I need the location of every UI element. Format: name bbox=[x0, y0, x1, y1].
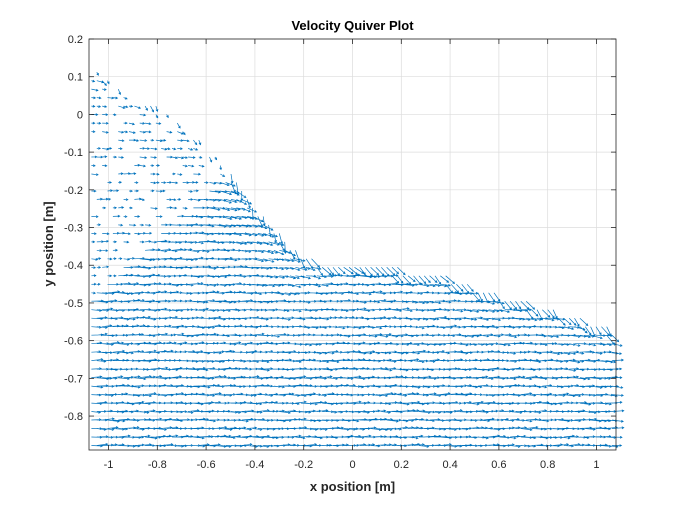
axis-ticks: -1 -0.8 -0.6 -0.4 -0.2 0 0.2 0.4 0.6 0.8 1 0.2 0.1 0 -… bbox=[64, 34, 616, 471]
y-tick-label: -0.6 bbox=[64, 336, 83, 348]
x-tick-label: 0 bbox=[349, 459, 355, 471]
chart-title: Velocity Quiver Plot bbox=[291, 18, 414, 33]
x-tick-label: 0.2 bbox=[394, 459, 409, 471]
y-tick-label: -0.5 bbox=[64, 298, 83, 310]
x-tick-label: -1 bbox=[104, 459, 114, 471]
x-tick-label: -0.8 bbox=[148, 459, 167, 471]
x-tick-label: -0.6 bbox=[197, 459, 216, 471]
vector-arrows bbox=[91, 72, 625, 449]
y-tick-label: -0.4 bbox=[64, 260, 83, 272]
y-tick-label: -0.8 bbox=[64, 411, 83, 423]
x-tick-label: -0.2 bbox=[294, 459, 313, 471]
x-tick-label: 1 bbox=[593, 459, 599, 471]
x-tick-label: -0.4 bbox=[245, 459, 264, 471]
velocity-vectors bbox=[91, 72, 625, 449]
y-tick-label: 0 bbox=[77, 109, 83, 121]
x-tick-label: 0.8 bbox=[540, 459, 555, 471]
x-axis-title: x position [m] bbox=[310, 479, 395, 494]
y-tick-label: 0.1 bbox=[68, 72, 83, 84]
x-tick-label: 0.6 bbox=[491, 459, 506, 471]
y-tick-label: -0.1 bbox=[64, 147, 83, 159]
y-tick-label: 0.2 bbox=[68, 34, 83, 46]
y-tick-label: -0.2 bbox=[64, 185, 83, 197]
y-tick-label: -0.3 bbox=[64, 223, 83, 235]
y-axis-title: y position [m] bbox=[41, 201, 56, 286]
x-tick-label: 0.4 bbox=[442, 459, 457, 471]
y-tick-label: -0.7 bbox=[64, 373, 83, 385]
